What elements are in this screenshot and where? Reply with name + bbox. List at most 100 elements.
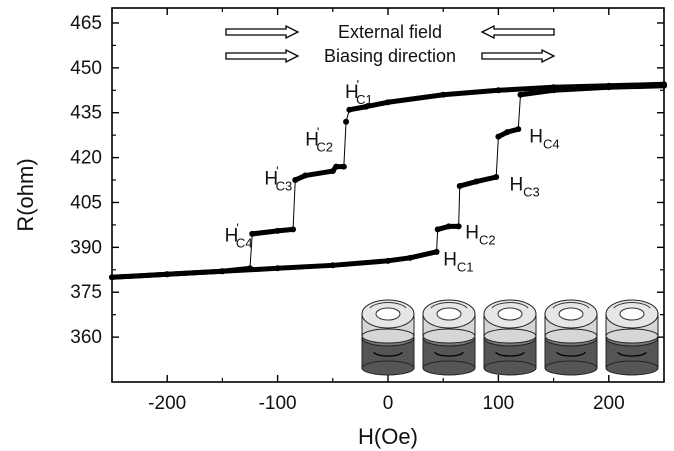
- legend-arrow-left-2: [225, 48, 300, 64]
- series-segment: [385, 92, 446, 105]
- ring-arrow: [495, 351, 525, 357]
- ring-arrow-top: [369, 302, 407, 309]
- data-point: [605, 82, 612, 89]
- data-point: [515, 126, 522, 133]
- legend-arrow-right-1: [480, 24, 555, 40]
- data-point: [445, 223, 452, 230]
- series-line: [111, 83, 665, 278]
- data-point: [362, 103, 369, 110]
- annotation-hc: HC1: [443, 249, 473, 274]
- data-point: [333, 163, 340, 170]
- legend-arrow-left-1: [225, 24, 300, 40]
- data-point: [473, 178, 480, 185]
- ring-bottom-base: [422, 360, 476, 376]
- ring-arrow: [556, 351, 586, 357]
- ring-hole: [558, 307, 584, 321]
- y-tick-label: 420: [70, 148, 102, 169]
- data-point: [550, 84, 557, 91]
- data-point: [440, 91, 447, 98]
- ring-stack-icon: [544, 299, 598, 376]
- ring-bottom-base: [361, 360, 415, 376]
- y-tick-label: 450: [70, 58, 102, 79]
- series-segment: [330, 258, 391, 268]
- annotation-hc-prime: H' C3: [264, 164, 292, 194]
- data-point: [385, 99, 391, 106]
- annotation-hc: HC4: [529, 127, 559, 152]
- y-axis-ticks: 360 375 390 405 420 435 450 465: [70, 13, 664, 348]
- x-tick-label: -200: [148, 393, 186, 414]
- series-segment: [302, 168, 336, 179]
- x-axis-title: H(Oe): [358, 424, 418, 449]
- data-point: [456, 183, 463, 190]
- series-segment: [495, 84, 557, 93]
- ring-arrow-top: [552, 302, 590, 309]
- x-tick-label: -100: [259, 393, 297, 414]
- annotation-hc-prime: H' C4: [225, 220, 253, 250]
- ring-hole: [375, 307, 401, 321]
- annotation-hc: HC2: [465, 222, 495, 247]
- ring-inset: [361, 299, 659, 376]
- data-point: [434, 226, 441, 233]
- series-line: [111, 85, 665, 278]
- ring-top-base: [422, 328, 476, 344]
- data-point: [455, 223, 462, 230]
- y-tick-label: 435: [70, 103, 102, 124]
- annotation-hc-prime: H' C2: [305, 125, 333, 155]
- ring-arrow-top: [613, 302, 651, 309]
- ring-hole: [497, 307, 523, 321]
- x-tick-label: 200: [593, 393, 625, 414]
- series-segment: [363, 99, 391, 110]
- annotation-hc-prime: H' C1: [345, 77, 373, 107]
- data-point: [346, 106, 353, 113]
- series-segment: [385, 255, 413, 264]
- series-segment: [164, 268, 225, 277]
- ring-arrow: [373, 351, 403, 357]
- series-segment: [407, 249, 440, 261]
- ring-stack-icon: [361, 299, 415, 376]
- x-tick-label: 100: [483, 393, 515, 414]
- data-point: [290, 226, 297, 233]
- series-segment: [109, 271, 170, 280]
- legend: External field Biasing direction: [225, 22, 556, 66]
- data-point: [343, 118, 350, 125]
- data-point: [517, 91, 524, 98]
- ring-bottom-base: [544, 360, 598, 376]
- legend-label-biasing-direction: Biasing direction: [324, 46, 456, 66]
- data-point: [329, 262, 336, 269]
- x-axis-ticks: -200 -100 0 100 200: [111, 8, 665, 414]
- data-point: [661, 81, 667, 88]
- ring-hole: [436, 307, 462, 321]
- y-tick-label: 390: [70, 237, 102, 258]
- data-point: [164, 271, 171, 278]
- ring-arrow: [434, 351, 464, 357]
- series-segment: [219, 265, 253, 274]
- data-point: [292, 177, 299, 184]
- ring-stack-icon: [605, 299, 659, 376]
- y-axis-title: R(ohm): [13, 158, 38, 231]
- data-point: [504, 129, 511, 136]
- data-point: [247, 265, 253, 272]
- data-point: [249, 230, 256, 237]
- data-point: [329, 168, 336, 175]
- ring-arrow-top: [491, 302, 529, 309]
- y-tick-label: 405: [70, 192, 102, 213]
- ring-top-base: [361, 328, 415, 344]
- x-tick-label: 0: [383, 393, 394, 414]
- series-segment: [249, 228, 281, 237]
- data-point: [302, 172, 309, 179]
- ring-top-base: [483, 328, 537, 344]
- y-tick-label: 465: [70, 13, 102, 34]
- data-point: [493, 174, 500, 181]
- series-segment: [606, 81, 667, 89]
- data-point: [109, 274, 115, 281]
- annotation-hc: HC3: [509, 175, 539, 200]
- ring-arrow: [617, 351, 647, 357]
- data-point: [274, 227, 281, 234]
- series-segment: [440, 87, 501, 98]
- data-point: [407, 254, 414, 261]
- data-point: [340, 163, 347, 170]
- y-tick-label: 375: [70, 282, 102, 303]
- data-point: [274, 265, 281, 272]
- series-segment: [517, 87, 557, 98]
